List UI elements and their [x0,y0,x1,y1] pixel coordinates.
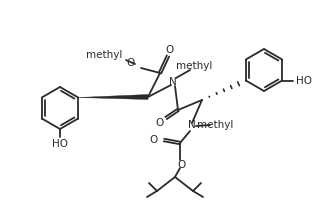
Text: methyl: methyl [176,61,212,71]
Text: HO: HO [52,139,68,149]
Text: O: O [156,118,164,128]
Text: O: O [178,160,186,170]
Text: O: O [150,135,158,145]
Text: HO: HO [296,76,312,85]
Text: O: O [127,58,135,68]
Text: N: N [188,120,196,130]
Text: N: N [169,77,177,87]
Text: methyl: methyl [86,50,122,60]
Text: methyl: methyl [197,120,233,130]
Polygon shape [78,94,148,99]
Text: O: O [165,45,173,55]
